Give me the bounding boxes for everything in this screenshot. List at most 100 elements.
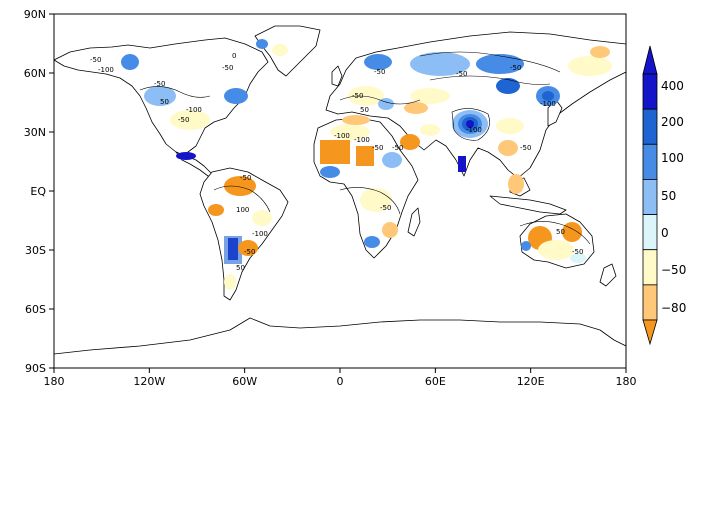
colorbar-top-arrow xyxy=(642,45,658,75)
colorbar-level-label: 50 xyxy=(661,189,676,203)
contour-value-label: -100 xyxy=(334,132,350,140)
lat-tick-label: 90S xyxy=(25,362,46,375)
contour-value-label: -100 xyxy=(98,66,114,74)
lat-tick-label: EQ xyxy=(30,185,46,198)
colorbar-segment xyxy=(642,179,658,215)
shade-sahel-c xyxy=(356,146,374,166)
contour-value-label: -50 xyxy=(392,144,403,152)
shade-andes-200 xyxy=(224,236,242,264)
shade-southern-africa xyxy=(382,222,398,238)
lat-tick-label: 90N xyxy=(24,8,46,21)
shade-china-s xyxy=(498,140,518,156)
lon-tick-label: 0 xyxy=(337,375,344,388)
contour-value-label: -100 xyxy=(252,230,268,238)
shade-nw-canada xyxy=(144,86,176,106)
contour-value-label: 0 xyxy=(232,52,236,60)
shade-alaska xyxy=(121,54,139,70)
shade-iran xyxy=(420,124,440,136)
contour-line xyxy=(429,75,551,85)
colorbar-level-label: −80 xyxy=(661,301,686,315)
colorbar-segment xyxy=(642,214,658,251)
shade-arabia xyxy=(400,134,420,150)
shade-australia-nw xyxy=(521,241,531,251)
colorbar-level-label: 400 xyxy=(661,79,684,93)
antarctica-coast xyxy=(54,317,626,368)
south-america-coast xyxy=(199,167,289,301)
shade-guinea xyxy=(320,166,340,178)
contour-line xyxy=(339,95,421,105)
contour-value-label: -50 xyxy=(374,68,385,76)
contour-value-label: 50 xyxy=(236,264,245,272)
contour-line xyxy=(451,108,490,141)
contour-value-label: -50 xyxy=(90,56,101,64)
shade-central-america xyxy=(176,152,196,160)
lat-tick-label: 60S xyxy=(25,303,46,316)
contour-value-label: -50 xyxy=(380,204,391,212)
shade-w-siberia xyxy=(410,52,470,76)
lon-tick-label: 60W xyxy=(232,375,257,388)
shade-australia-se xyxy=(570,253,586,263)
colorbar: 400 200 100 50 0 −50 −80 xyxy=(642,45,686,346)
indonesia-coast xyxy=(489,195,567,215)
lon-tick-label: 180 xyxy=(44,375,65,388)
contour-line xyxy=(139,86,211,98)
contour-value-label: -50 xyxy=(244,248,255,256)
shade-amazon xyxy=(224,176,256,196)
contour-value-label: -50 xyxy=(520,144,531,152)
contour-value-label: -50 xyxy=(222,64,233,72)
shade-tibet-400 xyxy=(466,120,474,128)
colorbar-level-label: 200 xyxy=(661,115,684,129)
contour-value-label: -100 xyxy=(354,136,370,144)
contour-value-label: 100 xyxy=(236,206,249,214)
lon-tick-label: 60E xyxy=(425,375,446,388)
shade-med xyxy=(342,115,370,125)
contour-value-label: -50 xyxy=(510,64,521,72)
shade-kamchatka xyxy=(590,46,610,58)
contour-value-label: -50 xyxy=(154,80,165,88)
contour-value-label: -100 xyxy=(466,126,482,134)
shade-brazil-e xyxy=(252,210,272,226)
shade-hudson xyxy=(224,88,248,104)
shade-central-asia xyxy=(404,102,428,114)
shade-e-siberia xyxy=(568,56,612,76)
lat-tick-label: 30S xyxy=(25,244,46,257)
shade-mongolia xyxy=(496,78,520,94)
shade-china-n xyxy=(496,118,524,134)
shade-argentina xyxy=(238,240,258,256)
shade-scandinavia xyxy=(364,54,392,70)
lat-tick-label: 30N xyxy=(24,126,46,139)
contour-value-label: 50 xyxy=(360,106,369,114)
lon-tick-label: 120E xyxy=(517,375,545,388)
contour-value-label: 50 xyxy=(556,228,565,236)
shade-balkans xyxy=(378,98,394,110)
contour-value-label: -50 xyxy=(178,116,189,124)
colorbar-segment xyxy=(642,108,658,145)
shade-sahel-w xyxy=(320,140,350,164)
britain-coast xyxy=(331,65,343,87)
contour-line xyxy=(419,51,561,73)
colorbar-segment xyxy=(642,143,658,180)
contour-line xyxy=(519,221,591,245)
shade-greenland-n xyxy=(272,44,288,56)
colorbar-level-label: 100 xyxy=(661,151,684,165)
contour-value-label: -50 xyxy=(372,144,383,152)
shade-australia-c xyxy=(538,240,574,260)
shade-nw-sa xyxy=(208,204,224,216)
contour-value-label: -100 xyxy=(540,100,556,108)
colorbar-segment xyxy=(642,73,658,110)
contour-value-label: -50 xyxy=(456,70,467,78)
shade-ne-asia-core xyxy=(542,91,554,101)
shade-se-asia xyxy=(508,174,524,194)
shade-india-e xyxy=(458,156,466,172)
shade-europe xyxy=(348,86,384,106)
shade-usa xyxy=(170,110,210,130)
lon-tick-label: 120W xyxy=(133,375,165,388)
contour-line xyxy=(213,185,271,213)
shade-patagonia xyxy=(224,274,236,290)
shade-greenland-w xyxy=(256,39,268,49)
colorbar-segment xyxy=(642,284,658,321)
lat-tick-label: 60N xyxy=(24,67,46,80)
contour-value-label: -50 xyxy=(352,92,363,100)
lon-tick-label: 180 xyxy=(616,375,637,388)
